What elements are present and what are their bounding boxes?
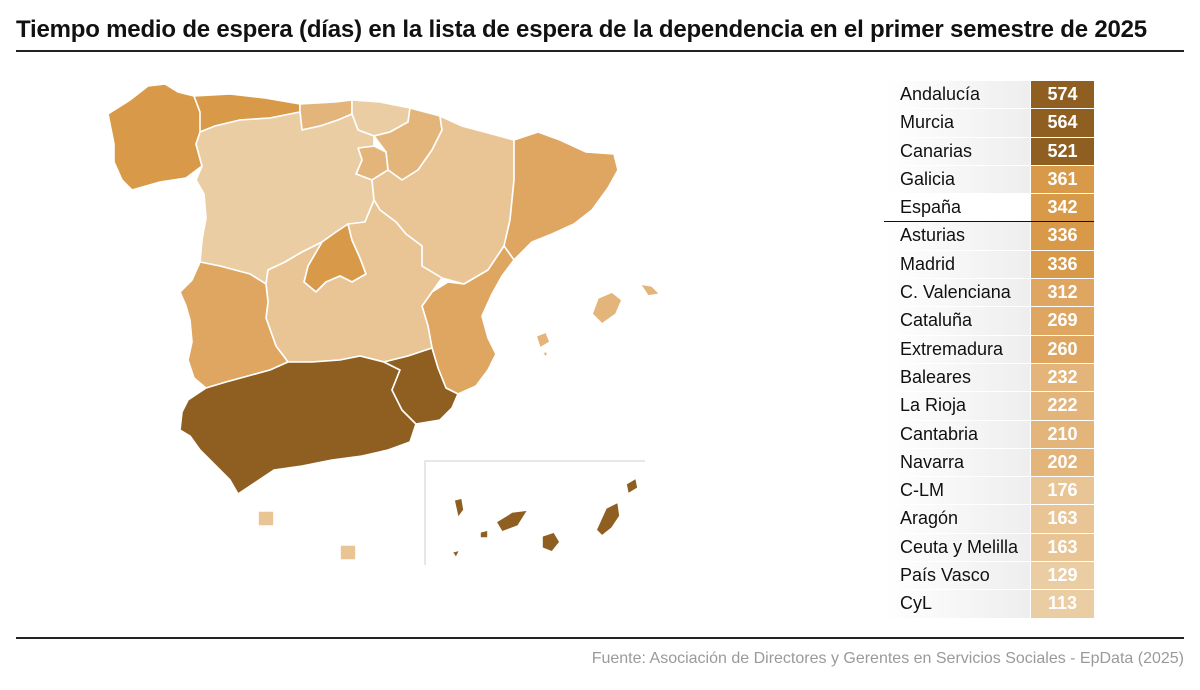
row-value: 113 <box>1030 590 1094 618</box>
source-note: Fuente: Asociación de Directores y Geren… <box>591 650 1184 667</box>
row-value: 163 <box>1030 533 1094 562</box>
region-melilla[interactable] <box>339 544 357 561</box>
region-baleares-ibiza[interactable] <box>535 331 551 349</box>
row-value: 210 <box>1030 420 1094 448</box>
region-galicia[interactable] <box>107 83 204 191</box>
table-row: Madrid 336 <box>884 250 1094 280</box>
row-value: 163 <box>1030 505 1094 533</box>
row-label: Ceuta y Melilla <box>884 533 1030 562</box>
region-canarias-el-hierro[interactable] <box>451 549 461 559</box>
row-label: Baleares <box>884 363 1030 392</box>
row-label: Cataluña <box>884 307 1030 335</box>
row-label: Andalucía <box>884 81 1030 109</box>
row-label: Canarias <box>884 137 1030 165</box>
table-row: Asturias 336 <box>884 222 1094 251</box>
row-value: 336 <box>1030 250 1094 279</box>
row-value: 521 <box>1030 137 1094 165</box>
region-canarias-fuerteventura[interactable] <box>595 501 621 537</box>
table-row: Aragón 163 <box>884 505 1094 534</box>
region-baleares[interactable] <box>591 291 623 325</box>
table-row: Cantabria 210 <box>884 420 1094 449</box>
row-label: C. Valenciana <box>884 279 1030 307</box>
canarias-inset-frame <box>424 460 645 565</box>
row-label: España <box>884 194 1030 222</box>
page-title: Tiempo medio de espera (días) en la list… <box>16 16 1147 43</box>
row-value: 564 <box>1030 109 1094 137</box>
row-label: Extremadura <box>884 335 1030 363</box>
table-row: Andalucía 574 <box>884 81 1094 110</box>
region-andalucia[interactable] <box>179 355 417 495</box>
row-value: 260 <box>1030 335 1094 363</box>
row-value: 129 <box>1030 562 1094 590</box>
row-value: 361 <box>1030 165 1094 194</box>
row-label: Aragón <box>884 505 1030 533</box>
table-row: Baleares 232 <box>884 363 1094 393</box>
row-value: 176 <box>1030 477 1094 505</box>
table-row: Ceuta y Melilla 163 <box>884 533 1094 563</box>
table-row: España 342 <box>884 194 1094 223</box>
table-row: C-LM 176 <box>884 477 1094 506</box>
region-murcia[interactable] <box>383 347 459 425</box>
region-baleares-formentera[interactable] <box>541 351 549 359</box>
table-row: Navarra 202 <box>884 448 1094 478</box>
table-row: Galicia 361 <box>884 165 1094 195</box>
table-row: Cataluña 269 <box>884 307 1094 336</box>
row-value: 574 <box>1030 81 1094 109</box>
region-canarias-la-palma[interactable] <box>453 497 465 519</box>
row-value: 202 <box>1030 448 1094 477</box>
row-label: La Rioja <box>884 392 1030 420</box>
region-canarias-lanzarote[interactable] <box>625 477 639 495</box>
row-label: CyL <box>884 590 1030 618</box>
row-label: Murcia <box>884 109 1030 137</box>
table-row: País Vasco 129 <box>884 562 1094 591</box>
table-row: Murcia 564 <box>884 109 1094 138</box>
row-value: 222 <box>1030 392 1094 420</box>
ranking-table: Andalucía 574 Murcia 564 Canarias 521 Galicia 3… <box>884 81 1094 619</box>
table-row: Canarias 521 <box>884 137 1094 166</box>
row-value: 336 <box>1030 222 1094 250</box>
spain-choropleth-map <box>90 70 690 590</box>
table-row: CyL 113 <box>884 590 1094 619</box>
region-baleares-menorca[interactable] <box>639 283 661 297</box>
region-canarias-la-gomera[interactable] <box>479 529 489 539</box>
row-label: C-LM <box>884 477 1030 505</box>
row-label: Galicia <box>884 165 1030 194</box>
table-row: C. Valenciana 312 <box>884 279 1094 308</box>
row-label: Asturias <box>884 222 1030 250</box>
row-label: Cantabria <box>884 420 1030 448</box>
region-canarias-tenerife[interactable] <box>495 509 529 533</box>
row-label: Madrid <box>884 250 1030 279</box>
footer-divider <box>16 637 1184 639</box>
region-cataluna[interactable] <box>503 131 619 261</box>
row-value: 312 <box>1030 279 1094 307</box>
row-label: Navarra <box>884 448 1030 477</box>
table-row: La Rioja 222 <box>884 392 1094 421</box>
row-value: 232 <box>1030 363 1094 392</box>
region-ceuta[interactable] <box>257 510 275 527</box>
title-divider <box>16 50 1184 52</box>
row-label: País Vasco <box>884 562 1030 590</box>
table-row: Extremadura 260 <box>884 335 1094 364</box>
row-value: 342 <box>1030 194 1094 222</box>
region-canarias-gran-canaria[interactable] <box>541 531 561 553</box>
row-value: 269 <box>1030 307 1094 335</box>
